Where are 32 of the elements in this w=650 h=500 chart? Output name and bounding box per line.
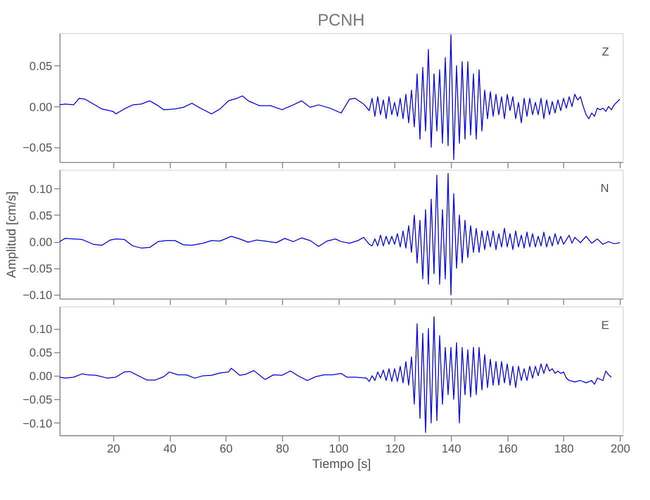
y-tick-label: −0.05 xyxy=(22,262,53,276)
x-tick-label: 120 xyxy=(385,442,406,456)
y-tick-label: −0.10 xyxy=(22,417,53,430)
y-tick-label: 0.05 xyxy=(29,60,53,74)
y-tick-label: 0.05 xyxy=(29,209,53,222)
y-tick-label: −0.05 xyxy=(22,142,53,155)
y-tick-label: −0.10 xyxy=(22,289,53,302)
y-tick-label: 0.10 xyxy=(29,182,53,196)
x-tick-label: 100 xyxy=(329,442,350,456)
y-tick-label: 0.00 xyxy=(29,370,53,384)
x-tick-label: 180 xyxy=(554,442,574,456)
y-tick-label: 0.00 xyxy=(29,236,53,250)
y-axis-title: Amplitud [cm/s] xyxy=(4,191,19,278)
x-tick-label: 140 xyxy=(442,442,462,456)
y-tick-label: 0.10 xyxy=(29,322,53,336)
x-tick-label: 20 xyxy=(107,442,121,456)
y-tick-label: 0.05 xyxy=(29,346,53,360)
x-tick-label: 200 xyxy=(610,442,631,456)
line-series xyxy=(60,316,612,433)
y-tick-label: −0.05 xyxy=(22,394,53,407)
line-series xyxy=(60,173,620,296)
line-series xyxy=(60,34,620,160)
y-tick-label: 0.00 xyxy=(29,100,53,114)
annotation: E xyxy=(601,318,610,332)
x-tick-label: 60 xyxy=(220,442,234,456)
x-axis-title: Tiempo [s] xyxy=(312,456,371,471)
chart-title: PCNH xyxy=(318,10,365,30)
annotation: N xyxy=(600,182,610,196)
annotation: Z xyxy=(602,46,610,59)
x-tick-label: 80 xyxy=(276,442,290,456)
x-tick-label: 40 xyxy=(163,442,177,456)
x-tick-label: 160 xyxy=(498,442,518,456)
